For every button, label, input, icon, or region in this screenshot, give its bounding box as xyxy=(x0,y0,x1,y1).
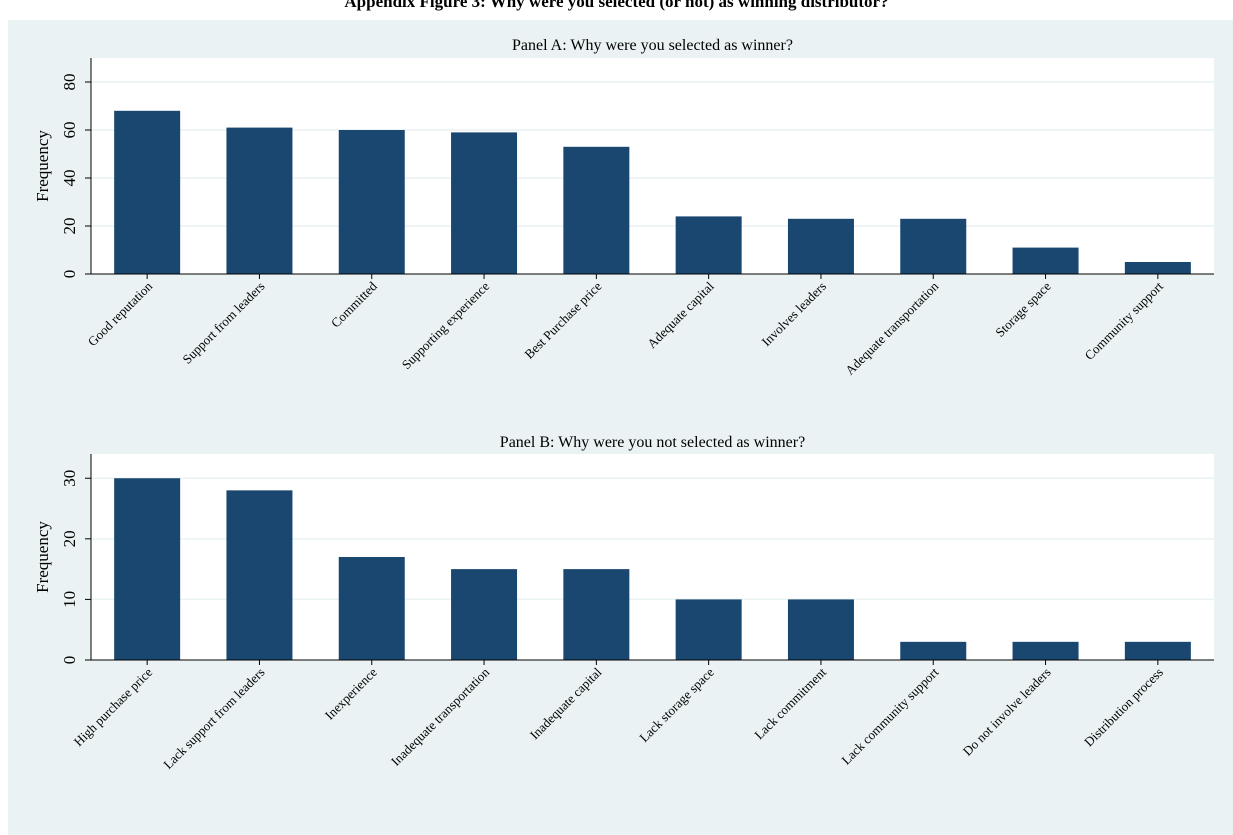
panel-a-bar xyxy=(1012,247,1079,274)
panel-b-y-tick-label: 20 xyxy=(60,530,79,547)
panel-b-bar xyxy=(1012,641,1079,660)
panel-a-y-tick-label: 20 xyxy=(60,218,79,235)
panel-a-bar xyxy=(451,132,518,274)
panel-b-bar xyxy=(338,557,405,660)
panel-b: 0 10 20 30 Frequency Panel B: Why were you no… xyxy=(33,434,1214,772)
panel-a-bar xyxy=(563,146,630,274)
panel-b-bar xyxy=(226,490,293,660)
panel-a-bar xyxy=(338,130,405,274)
panel-a-y-tick-label: 0 xyxy=(60,270,79,279)
panel-a-bar xyxy=(1124,262,1191,274)
panel-a-bar xyxy=(226,127,293,274)
panel-b-y-tick-label: 10 xyxy=(60,591,79,608)
panel-a-y-tick-label: 80 xyxy=(60,74,79,91)
panel-b-bar xyxy=(900,641,967,660)
panel-b-bar xyxy=(787,599,854,660)
panel-b-bar xyxy=(1124,641,1191,660)
panel-a-bar xyxy=(900,218,967,274)
panel-a-y-tick-label: 40 xyxy=(60,170,79,187)
page-title: Appendix Figure 3: Why were you selected… xyxy=(344,0,889,11)
panel-a: 0 20 40 60 80 Frequency Panel A: Why were you … xyxy=(33,37,1214,378)
panel-b-y-tick-label: 30 xyxy=(60,470,79,487)
panel-b-bar xyxy=(451,569,518,660)
panel-a-bar xyxy=(675,216,742,274)
panel-a-y-tick-label: 60 xyxy=(60,122,79,139)
panel-a-bar xyxy=(114,110,181,274)
panel-b-bar xyxy=(563,569,630,660)
panel-b-y-tick-label: 0 xyxy=(60,656,79,665)
panel-a-y-axis-label: Frequency xyxy=(33,130,52,202)
panel-b-y-axis-label: Frequency xyxy=(33,521,52,593)
panel-b-bar xyxy=(114,478,181,660)
panel-a-bar xyxy=(787,218,854,274)
panel-b-bar xyxy=(675,599,742,660)
panel-a-title: Panel A: Why were you selected as winner… xyxy=(512,37,793,54)
panel-b-title: Panel B: Why were you not selected as wi… xyxy=(500,434,805,451)
